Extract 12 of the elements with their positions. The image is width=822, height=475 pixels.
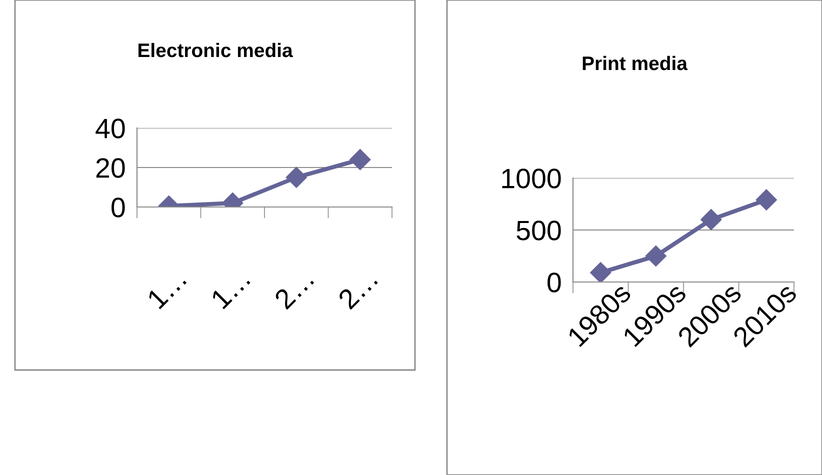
y-tick-label: 0 <box>548 272 561 292</box>
y-tick-label: 1000 <box>502 168 561 188</box>
chart-title: Print media <box>582 56 688 70</box>
x-tick-label: 1… <box>146 269 187 310</box>
chart-title: Electronic media <box>138 42 293 58</box>
x-tick-label: 2… <box>273 269 314 310</box>
y-tick-label: 500 <box>516 220 561 240</box>
x-tick-label: 2… <box>337 269 378 310</box>
x-tick-label: 1… <box>210 269 250 310</box>
y-tick-label: 40 <box>96 118 125 138</box>
y-tick-label: 20 <box>96 158 125 178</box>
y-tick-label: 0 <box>112 198 125 218</box>
